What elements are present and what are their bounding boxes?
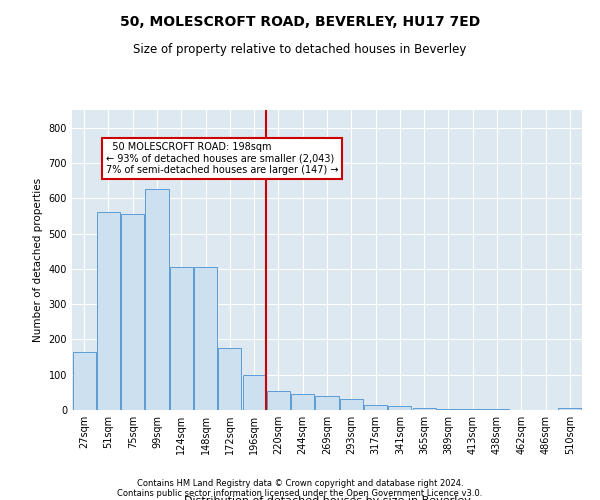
Bar	[316, 396, 338, 410]
Text: Contains HM Land Registry data © Crown copyright and database right 2024.: Contains HM Land Registry data © Crown c…	[137, 478, 463, 488]
Bar	[242, 374, 266, 410]
Bar	[121, 214, 144, 410]
Bar	[194, 267, 217, 410]
X-axis label: Distribution of detached houses by size in Beverley: Distribution of detached houses by size …	[184, 496, 470, 500]
Text: Size of property relative to detached houses in Beverley: Size of property relative to detached ho…	[133, 42, 467, 56]
Text: 50, MOLESCROFT ROAD, BEVERLEY, HU17 7ED: 50, MOLESCROFT ROAD, BEVERLEY, HU17 7ED	[120, 15, 480, 29]
Bar	[388, 406, 412, 410]
Bar	[145, 190, 169, 410]
Y-axis label: Number of detached properties: Number of detached properties	[33, 178, 43, 342]
Bar	[218, 348, 241, 410]
Bar	[73, 352, 95, 410]
Bar	[364, 404, 387, 410]
Bar	[413, 408, 436, 410]
Bar	[559, 408, 581, 410]
Text: Contains public sector information licensed under the Open Government Licence v3: Contains public sector information licen…	[118, 488, 482, 498]
Bar	[97, 212, 120, 410]
Bar	[437, 409, 460, 410]
Bar	[170, 267, 193, 410]
Bar	[291, 394, 314, 410]
Bar	[340, 400, 363, 410]
Text: 50 MOLESCROFT ROAD: 198sqm
← 93% of detached houses are smaller (2,043)
7% of se: 50 MOLESCROFT ROAD: 198sqm ← 93% of deta…	[106, 142, 338, 175]
Bar	[267, 390, 290, 410]
